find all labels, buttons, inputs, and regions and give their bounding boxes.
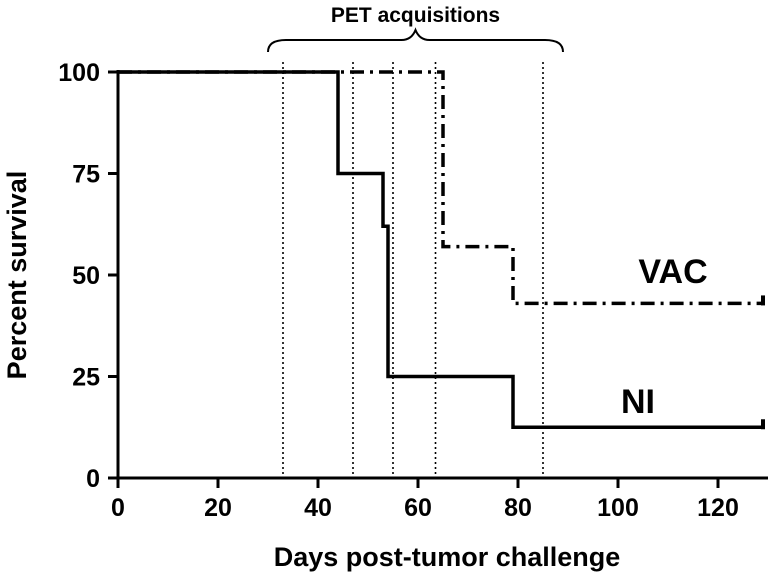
y-tick-label-75: 75 [72,161,100,189]
x-tick-label-40: 40 [304,494,332,522]
x-tick-label-60: 60 [404,494,432,522]
x-tick-label-120: 120 [697,494,739,522]
series-label-ni: NI [621,383,655,421]
series-label-vac: VAC [638,253,707,291]
series-group [118,70,765,430]
series-line-ni [118,70,763,430]
x-tick-label-80: 80 [504,494,532,522]
pet-acquisition-lines [282,62,544,478]
x-tick-label-0: 0 [111,494,125,522]
y-tick-label-100: 100 [58,59,100,87]
series-line-vac [118,70,763,306]
pet-acquisitions-label: PET acquisitions [331,4,500,27]
x-axis-title: Days post-tumor challenge [274,542,621,572]
x-tick-label-100: 100 [597,494,639,522]
y-tick-label-0: 0 [86,465,100,493]
y-tick-label-25: 25 [72,364,100,392]
y-axis-title: Percent survival [2,171,32,380]
x-tick-label-20: 20 [204,494,232,522]
axes: 0 20 40 60 80 100 120 0 25 50 75 100 [58,59,768,522]
y-tick-label-50: 50 [72,262,100,290]
pet-bracket [267,27,564,53]
pet-bracket-brace [267,27,564,53]
